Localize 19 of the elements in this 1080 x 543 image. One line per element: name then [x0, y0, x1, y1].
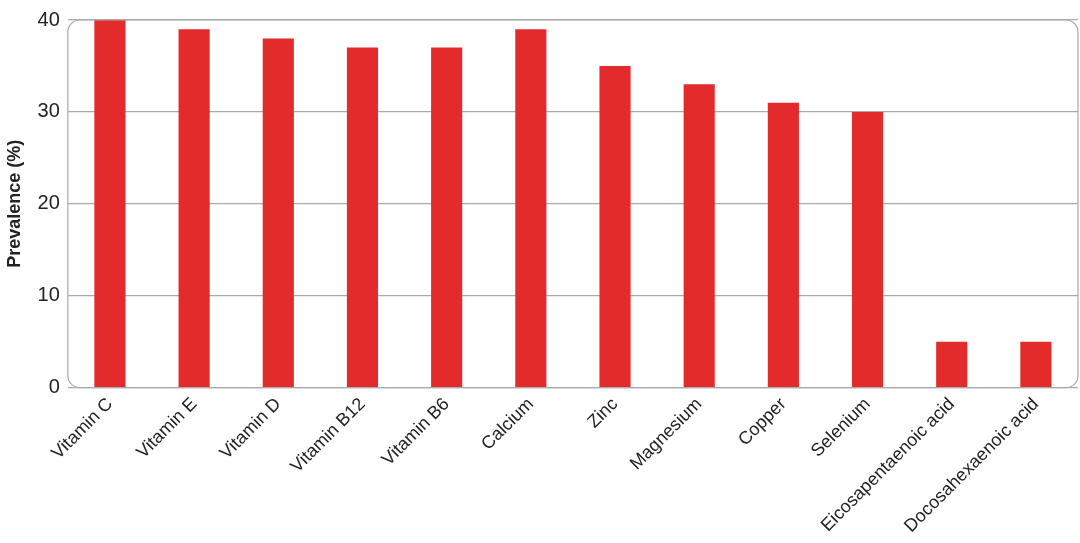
bar — [767, 102, 799, 388]
y-tick-label: 30 — [37, 99, 60, 122]
y-tick-label: 40 — [37, 7, 60, 30]
y-tick-label: 10 — [37, 283, 60, 306]
bar — [515, 29, 547, 388]
bar — [346, 47, 379, 388]
x-tick-label: Zinc — [583, 393, 622, 432]
bar — [431, 47, 463, 388]
bar — [94, 20, 126, 388]
bar — [599, 65, 631, 388]
bar — [683, 84, 715, 388]
bar — [936, 341, 968, 388]
y-tick-label: 0 — [48, 375, 60, 398]
bar — [1020, 341, 1052, 388]
bar — [178, 29, 210, 388]
bar — [262, 38, 294, 388]
bar — [851, 111, 884, 388]
y-axis-title: Prevalence (%) — [3, 139, 24, 268]
y-tick-label: 20 — [37, 191, 60, 214]
